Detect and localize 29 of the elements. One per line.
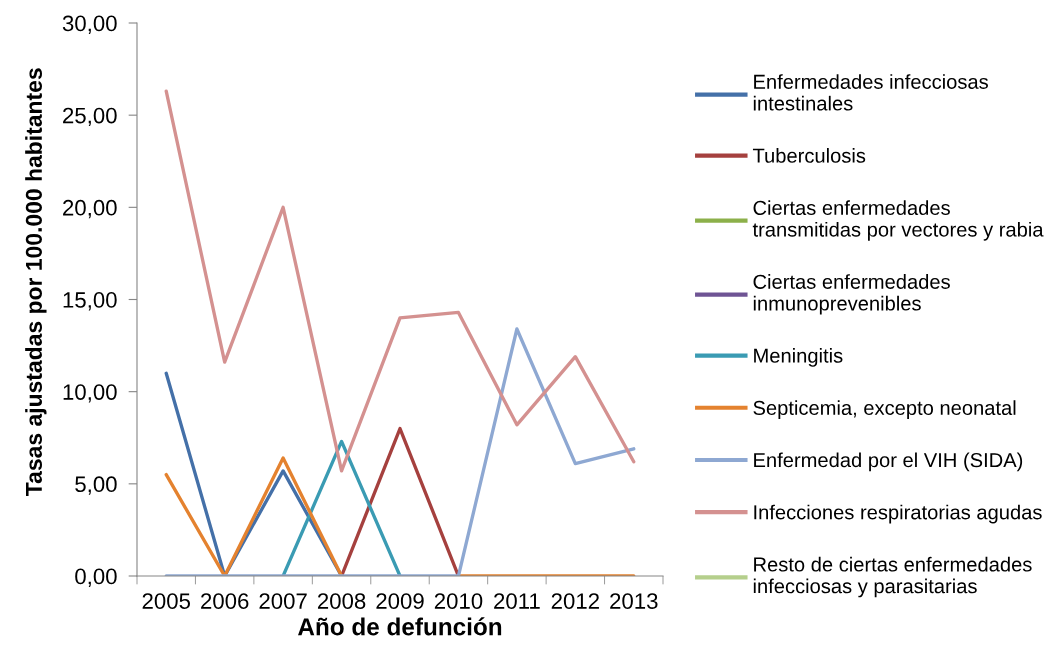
x-tick-label: 2008 (317, 593, 366, 609)
legend-label: Resto de ciertas enfermedades infecciosas y parasitarias (753, 556, 1032, 598)
y-tick-label: 0,00 (75, 568, 117, 587)
x-tick-label: 2005 (142, 593, 191, 609)
legend-label: Enfermedad por el VIH (SIDA) (754, 452, 1023, 472)
y-tick-label: 15,00 (63, 292, 117, 311)
x-tick-label: 2011 (494, 593, 540, 609)
x-tick-label: 2012 (551, 593, 599, 609)
legend-label: Enfermedades infecciosas intestinales (753, 74, 988, 111)
y-tick-label: 10,00 (63, 384, 117, 403)
y-tick-label: 30,00 (62, 15, 117, 34)
legend-label: Tuberculosis (752, 148, 866, 163)
x-tick-label: 2009 (376, 593, 424, 609)
legend-label: Septicemia, excepto neonatal (753, 400, 1016, 419)
x-tick-label: 2007 (259, 593, 307, 609)
x-tick-label: 2006 (201, 593, 249, 609)
y-tick-label: 25,00 (63, 107, 117, 127)
y-axis-title: Tasas ajustadas por 100.000 habitantes (25, 68, 47, 496)
legend-label: Ciertas enfermedades inmunoprevenibles (753, 274, 950, 315)
y-tick-label: 5,00 (75, 476, 117, 495)
legend-label: Ciertas enfermedades transmitidas por vectores y rabia (752, 200, 1044, 241)
x-tick-label: 2010 (434, 593, 483, 609)
y-tick-label: 20,00 (63, 199, 117, 219)
x-tick-label: 2013 (610, 593, 658, 609)
legend-label: Infecciones respiratorias agudas (754, 504, 1042, 524)
line-series (164, 89, 636, 473)
legend-label: Meningitis (754, 348, 843, 367)
x-axis-title: Año de defunción (298, 617, 502, 636)
line-series (164, 327, 636, 576)
